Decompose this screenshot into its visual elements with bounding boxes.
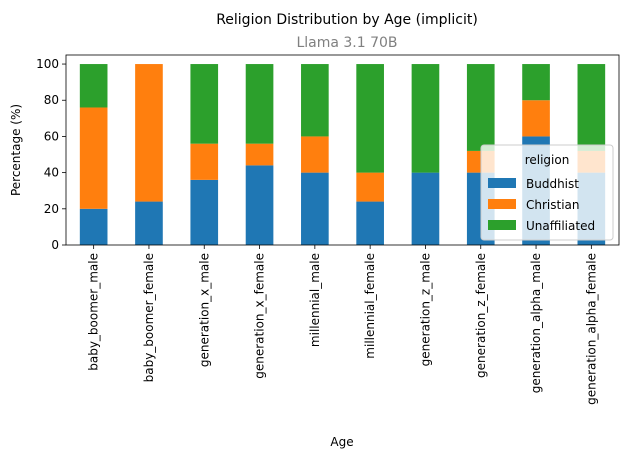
bar-segment-unaffiliated-millennial-female (356, 64, 384, 173)
axes-group: baby_boomer_male baby_boomer_female genera… (36, 54, 620, 405)
bar-segment-buddhist-millennial-male (301, 172, 329, 245)
x-tick-label: millennial_male (308, 253, 322, 347)
bar-segment-unaffiliated-generation-alpha-male (522, 64, 550, 101)
x-tick-label: generation_z_female (474, 253, 488, 378)
bar-segment-christian-generation-x-male (190, 143, 219, 180)
y-axis-label: Percentage (%) (9, 104, 23, 196)
legend-label-buddhist: Buddhist (526, 177, 579, 191)
x-tick-label: baby_boomer_female (142, 253, 156, 382)
x-tick-label: baby_boomer_male (87, 253, 101, 371)
x-tick-label: generation_alpha_female (584, 253, 598, 405)
plot-frame (65, 54, 620, 246)
legend-label-unaffiliated: Unaffiliated (526, 219, 595, 233)
x-axis-label: Age (330, 435, 353, 449)
legend-swatch-unaffiliated (488, 220, 516, 230)
bar-segment-christian-millennial-female (356, 172, 384, 202)
legend-title: religion (525, 153, 570, 167)
y-tick-label: 0 (51, 238, 59, 252)
bar-segment-christian-generation-x-female (245, 143, 274, 166)
y-tick-label: 20 (44, 202, 59, 216)
bar-segment-buddhist-generation-z-male (411, 172, 440, 245)
y-tick-label: 80 (44, 93, 59, 107)
x-tick-label: generation_alpha_male (529, 253, 543, 393)
bar-segment-unaffiliated-baby-boomer-male (79, 64, 108, 108)
bar-segment-unaffiliated-generation-z-male (411, 64, 440, 173)
x-tick-label: generation_x_female (253, 253, 267, 379)
chart-title: Religion Distribution by Age (implicit) (216, 12, 478, 28)
bar-segment-unaffiliated-millennial-male (301, 64, 329, 137)
bar-segment-christian-generation-alpha-male (522, 100, 550, 137)
bar-segment-buddhist-generation-x-female (245, 165, 274, 245)
chart-subtitle: Llama 3.1 70B (296, 35, 397, 51)
bar-segment-buddhist-baby-boomer-male (79, 208, 108, 245)
bar-segment-unaffiliated-generation-x-male (190, 64, 219, 144)
y-tick-label: 60 (44, 129, 59, 143)
bar-segment-christian-millennial-male (301, 136, 329, 173)
x-tick-label: generation_x_male (197, 253, 211, 367)
legend-swatch-buddhist (488, 178, 516, 188)
x-tick-label: millennial_female (363, 253, 377, 359)
y-tick-label: 100 (36, 57, 59, 71)
bar-segment-christian-baby-boomer-female (135, 64, 163, 202)
bar-segment-buddhist-baby-boomer-female (135, 201, 163, 245)
bar-segment-unaffiliated-generation-x-female (245, 64, 274, 144)
legend-label-christian: Christian (526, 198, 580, 212)
bar-segment-buddhist-millennial-female (356, 201, 384, 245)
legend-swatch-christian (488, 199, 516, 209)
bar-segment-unaffiliated-generation-alpha-female (577, 64, 606, 151)
bar-segment-christian-baby-boomer-male (79, 107, 108, 209)
legend: religion Buddhist Christian Unaffiliated (480, 144, 614, 241)
y-tick-label: 40 (44, 166, 59, 180)
x-tick-label: generation_z_male (418, 253, 432, 366)
bar-segment-unaffiliated-generation-z-female (466, 64, 495, 151)
bar-segment-buddhist-generation-x-male (190, 179, 219, 245)
legend-box (480, 144, 614, 241)
